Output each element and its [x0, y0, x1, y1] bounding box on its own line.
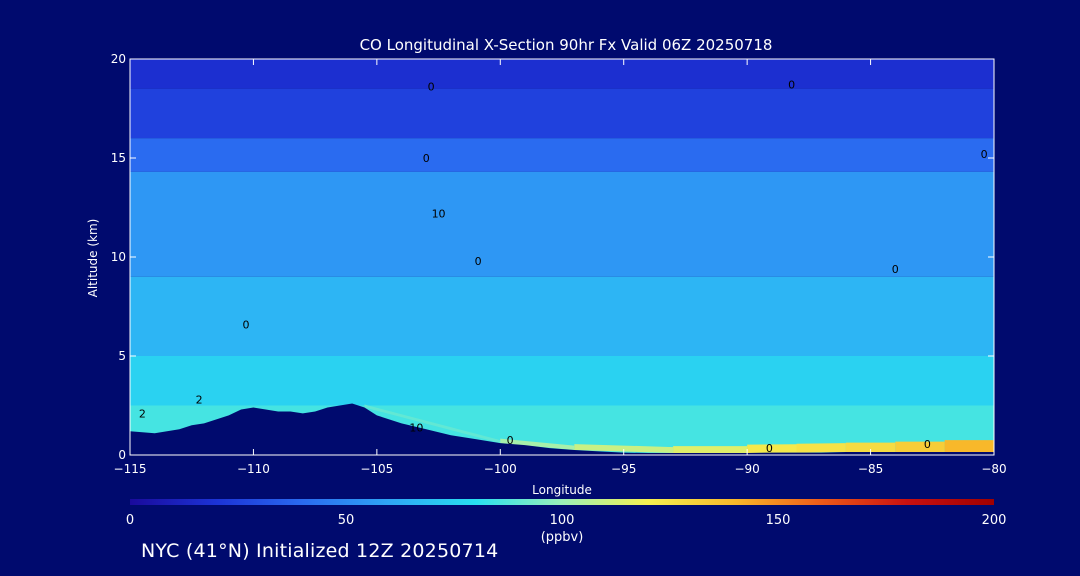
y-tick-label-3: 15	[111, 151, 126, 165]
field-band-4	[130, 276, 994, 356]
surface-plume-segment-4	[747, 444, 797, 454]
surface-plume-segment-1	[500, 438, 575, 451]
field-band-0	[130, 59, 994, 89]
chart-title: CO Longitudinal X-Section 90hr Fx Valid …	[360, 36, 773, 54]
colorbar-gradient	[130, 499, 994, 505]
field-band-1	[130, 88, 994, 139]
surface-plume-segment-7	[895, 441, 945, 453]
y-axis-label: Altitude (km)	[86, 219, 100, 298]
surface-plume-segment-0	[364, 404, 501, 444]
footer-caption: NYC (41°N) Initialized 12Z 20250714	[141, 540, 499, 562]
x-tick-label-3: −100	[484, 462, 517, 476]
colorbar-tick-label-0: 0	[126, 513, 134, 528]
y-tick-label-0: 0	[118, 448, 126, 462]
x-tick-label-4: −95	[611, 462, 636, 476]
colorbar: 0 50 100 150 200	[126, 499, 1007, 528]
x-axis-label: Longitude	[532, 483, 592, 497]
terrain	[130, 403, 994, 455]
x-tick-label-5: −90	[734, 462, 759, 476]
y-tick-label-4: 20	[111, 52, 126, 66]
x-tick-label-6: −85	[858, 462, 883, 476]
colorbar-tick-label-2: 100	[550, 513, 575, 528]
contour-label-10: 10	[409, 421, 423, 434]
x-tick-label-7: −80	[981, 462, 1006, 476]
surface-plume-segment-8	[944, 440, 994, 453]
contour-label-1: 0	[788, 79, 795, 92]
contour-label-0: 0	[428, 81, 435, 94]
x-tick-label-0: −115	[114, 462, 147, 476]
field-band-3	[130, 171, 994, 277]
colorbar-tick-label-3: 150	[766, 513, 791, 528]
x-tick-label-2: −105	[360, 462, 393, 476]
contour-label-2: 0	[423, 152, 430, 165]
contour-label-5: 0	[475, 255, 482, 268]
contour-label-9: 2	[139, 407, 146, 420]
contour-label-4: 10	[432, 207, 446, 220]
contour-label-7: 0	[243, 318, 250, 331]
contour-label-8: 2	[196, 394, 203, 407]
surface-plume-segment-3	[673, 446, 748, 454]
surface-plume-segment-5	[796, 443, 846, 453]
colorbar-tick-label-4: 200	[982, 513, 1007, 528]
plot-area	[130, 59, 994, 455]
contour-label-13: 0	[924, 438, 931, 451]
surface-plume-segment-2	[574, 444, 674, 454]
field-band-5	[130, 356, 994, 406]
surface-plume-segment-6	[845, 442, 896, 453]
contour-label-3: 0	[981, 148, 988, 161]
field-band-2	[130, 138, 994, 172]
y-tick-label-1: 5	[118, 349, 126, 363]
contour-lines: 0 0 0 0 10 0 0 0 2 2 10 0 0 0	[139, 79, 988, 455]
y-tick-label-2: 10	[111, 250, 126, 264]
colorbar-tick-label-1: 50	[338, 513, 355, 528]
colorbar-unit-label: (ppbv)	[541, 530, 584, 545]
contour-label-12: 0	[766, 442, 773, 455]
x-tick-label-1: −110	[237, 462, 270, 476]
contour-label-6: 0	[892, 263, 899, 276]
contour-label-11: 0	[507, 434, 514, 447]
